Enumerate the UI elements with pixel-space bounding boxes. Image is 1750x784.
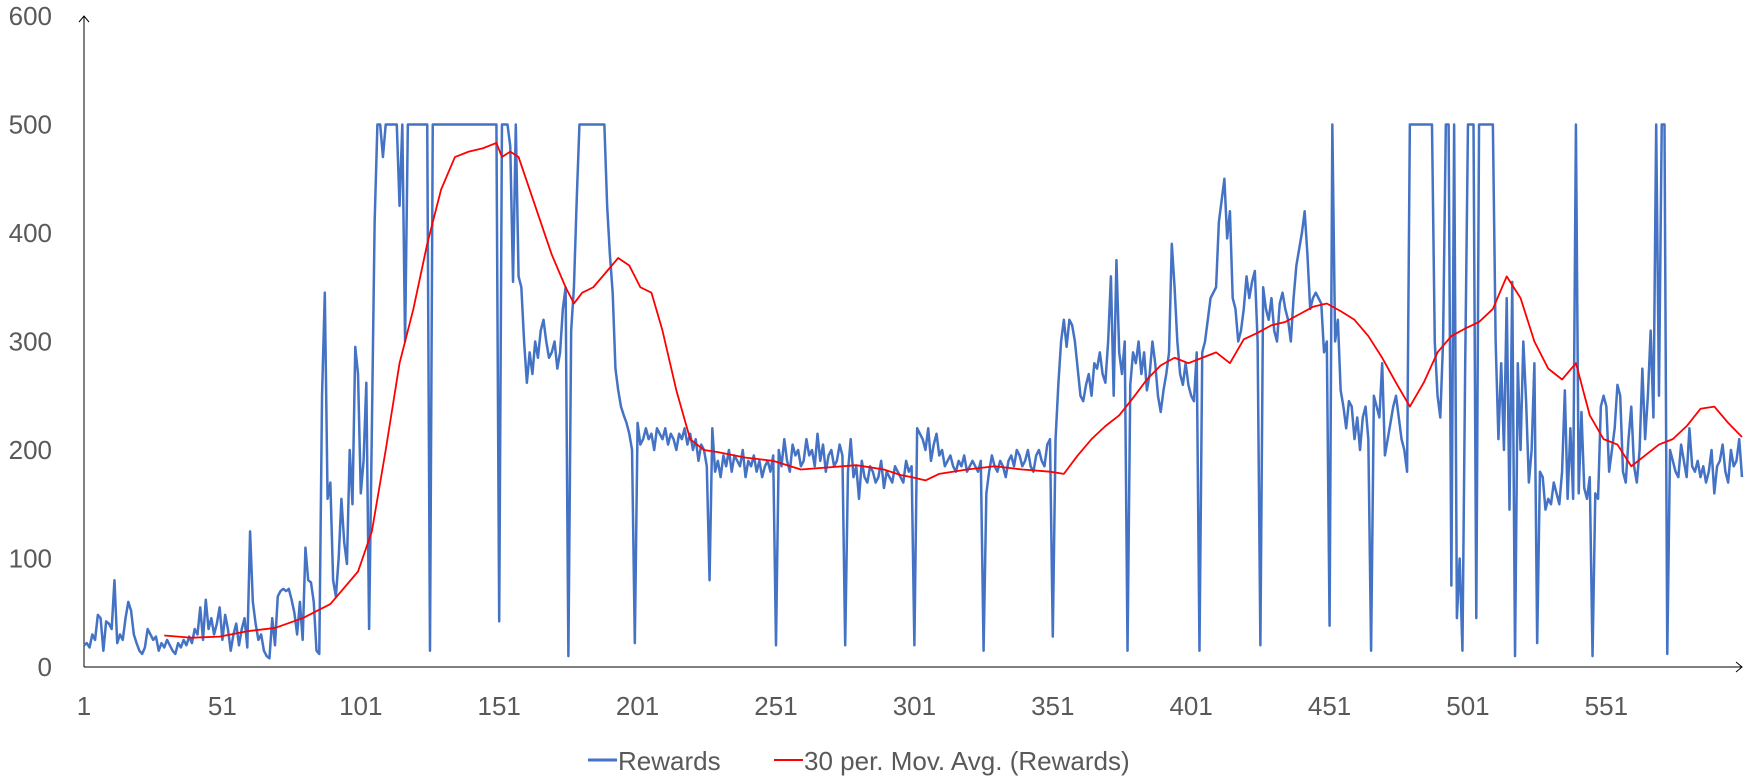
series-line-rewards: [83, 123, 1744, 660]
x-tick-label: 401: [1169, 691, 1212, 721]
x-tick-label: 151: [477, 691, 520, 721]
x-tick-label: 251: [754, 691, 797, 721]
y-tick-label: 100: [9, 544, 52, 574]
x-tick-label: 101: [339, 691, 382, 721]
series-line-moving-avg: [164, 142, 1743, 639]
series-layer: [83, 123, 1744, 660]
y-axis-tick-labels: 0 100 200 300 400 500 600: [9, 1, 52, 682]
x-tick-label: 551: [1585, 691, 1628, 721]
x-tick-label: 351: [1031, 691, 1074, 721]
x-axis-arrow: [1735, 661, 1743, 673]
legend-item-moving-avg: 30 per. Mov. Avg. (Rewards): [774, 746, 1130, 776]
y-tick-label: 200: [9, 435, 52, 465]
x-tick-label: 301: [893, 691, 936, 721]
y-tick-label: 500: [9, 110, 52, 140]
y-tick-label: 0: [38, 652, 52, 682]
legend-label-moving-avg: 30 per. Mov. Avg. (Rewards): [804, 746, 1130, 776]
x-axis-tick-labels: 1 51 101 151 201 251 301 351 401 451 501 551: [77, 691, 1628, 721]
y-tick-label: 400: [9, 218, 52, 248]
x-tick-label: 201: [616, 691, 659, 721]
axes: [78, 15, 1743, 673]
x-tick-label: 1: [77, 691, 91, 721]
x-tick-label: 51: [208, 691, 237, 721]
legend-label-rewards: Rewards: [618, 746, 721, 776]
y-tick-label: 300: [9, 327, 52, 357]
y-tick-label: 600: [9, 1, 52, 31]
legend-item-rewards: Rewards: [588, 746, 721, 776]
x-tick-label: 501: [1446, 691, 1489, 721]
legend: Rewards 30 per. Mov. Avg. (Rewards): [588, 746, 1130, 776]
x-tick-label: 451: [1308, 691, 1351, 721]
y-axis-arrow: [78, 15, 90, 23]
